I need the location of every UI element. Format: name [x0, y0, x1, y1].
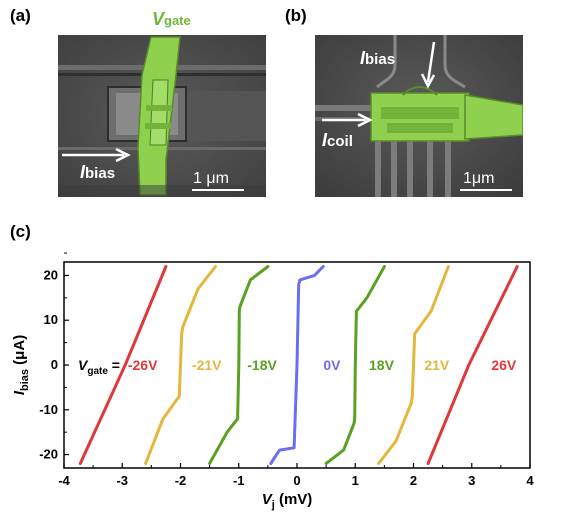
ibias-main-b: I [360, 48, 366, 68]
series-line-26V [426, 265, 519, 465]
scale-bar-b [460, 189, 512, 191]
x-tick-label: -2 [175, 473, 187, 488]
vgate-prefix-main: V [78, 357, 89, 373]
series-label--21V: -21V [192, 357, 222, 373]
x-tick-label: -1 [233, 473, 245, 488]
vgate-main: V [152, 9, 165, 29]
vgate-prefix-eq: = [108, 357, 120, 373]
x-tick-label: 3 [468, 473, 475, 488]
y-axis-label: Ibias (μA) [11, 335, 31, 395]
bias-arrow-a [62, 148, 131, 162]
vgate-prefix-sub: gate [87, 366, 108, 377]
ibias-main: I [80, 162, 86, 182]
panel-a-label: (a) [10, 6, 31, 25]
series-line--21V [144, 265, 217, 465]
panel-b-label: (b) [285, 6, 307, 25]
vgate-label-a: Vgate [152, 9, 191, 30]
y-tick-label: 0 [51, 357, 58, 372]
series-line-18V [324, 265, 386, 465]
scale-bar-label-a: 1 μm [193, 170, 229, 187]
series-line--18V [208, 265, 270, 465]
x-tick-label: 4 [526, 473, 534, 488]
x-tick-label: -3 [116, 473, 128, 488]
vgate-prefix: Vgate = [78, 357, 120, 377]
y-tick-label: -20 [39, 447, 58, 462]
x-label-unit: (mV) [275, 491, 313, 508]
x-axis-label: Vj (mV) [262, 491, 313, 511]
x-tick-label: -4 [58, 473, 70, 488]
y-label-sub: bias [19, 369, 31, 391]
vgate-sub: gate [164, 13, 191, 28]
y-label-unit: (μA) [11, 335, 28, 369]
bias-arrow-b [420, 41, 436, 89]
x-tick-label: 2 [410, 473, 417, 488]
ibias-sub-b: bias [365, 51, 396, 68]
y-tick-label: -10 [39, 402, 58, 417]
sem-image-b [315, 35, 523, 197]
series-label--18V: -18V [247, 357, 277, 373]
coil-arrow-b [322, 113, 373, 127]
x-tick-label: 0 [293, 473, 300, 488]
sem-image-a [58, 35, 266, 197]
scale-bar-a [192, 189, 244, 191]
ibias-sub: bias [85, 165, 116, 182]
y-label-main: I [11, 390, 28, 395]
ibias-label-b: Ibias [360, 48, 395, 69]
x-label-main: V [262, 491, 274, 508]
series-line--26V [78, 265, 168, 465]
series-label--26V: -26V [128, 357, 158, 373]
icoil-label-b: Icoil [322, 130, 353, 151]
y-tick-label: 10 [44, 312, 58, 327]
y-tick-label: 20 [44, 267, 58, 282]
icoil-main: I [322, 130, 328, 150]
icoil-sub: coil [327, 133, 353, 150]
scale-bar-label-b: 1μm [463, 170, 495, 187]
series-label-18V: 18V [369, 357, 395, 373]
series-line-21V [377, 265, 450, 465]
series-label-0V: 0V [323, 357, 341, 373]
ibias-label-a: Ibias [80, 162, 115, 183]
series-line-0V [269, 265, 325, 465]
x-label-sub: j [271, 499, 275, 511]
x-tick-label: 1 [352, 473, 359, 488]
series-label-21V: 21V [424, 357, 450, 373]
series-label-26V: 26V [491, 357, 517, 373]
panel-c-label: (c) [10, 222, 31, 241]
